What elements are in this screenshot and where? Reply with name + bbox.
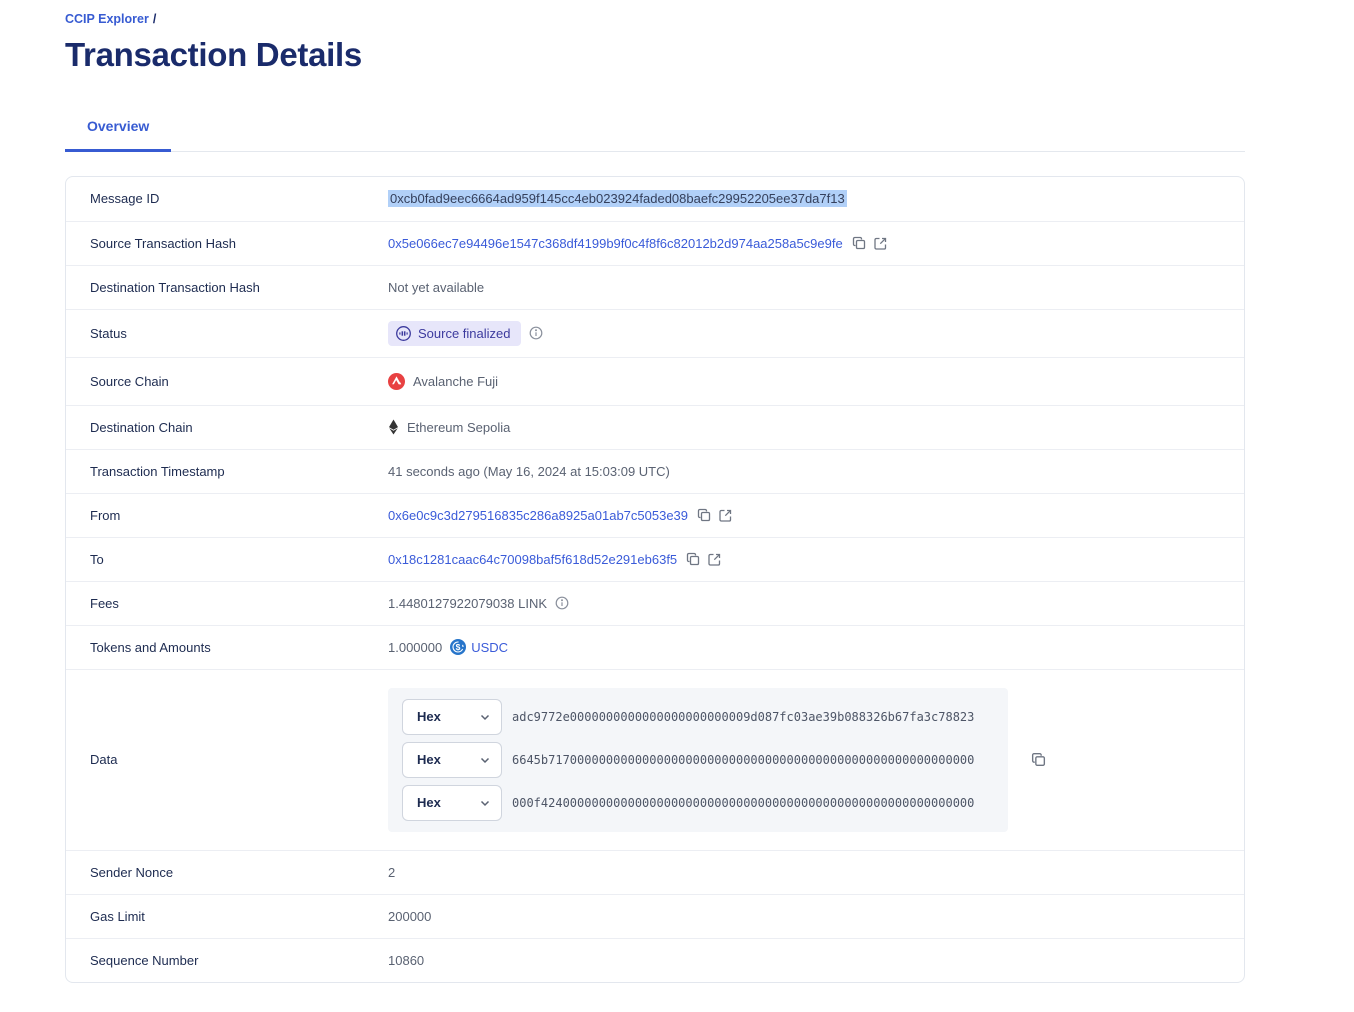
external-link-icon[interactable] xyxy=(873,236,888,251)
data-hex-line: Hex adc9772e0000000000000000000000009d08… xyxy=(402,698,994,735)
row-label: Sequence Number xyxy=(90,952,199,968)
external-link-icon[interactable] xyxy=(707,552,722,567)
table-row-source-chain: Source Chain Avalanche Fuji xyxy=(66,356,1244,405)
data-hex-value: adc9772e0000000000000000000000009d087fc0… xyxy=(512,709,975,724)
source-finalized-icon xyxy=(395,325,412,342)
hex-format-select[interactable]: Hex xyxy=(402,784,502,821)
info-icon[interactable] xyxy=(529,326,543,340)
tab-bar: Overview xyxy=(65,118,1245,152)
breadcrumb-separator: / xyxy=(152,12,157,26)
sender-nonce-value: 2 xyxy=(388,864,396,880)
data-panel: Hex adc9772e0000000000000000000000009d08… xyxy=(388,687,1008,832)
hex-format-value: Hex xyxy=(417,752,441,767)
token-symbol: USDC xyxy=(471,639,509,655)
avalanche-icon xyxy=(388,372,405,390)
row-label: Source Transaction Hash xyxy=(90,235,236,251)
sequence-number-value: 10860 xyxy=(388,952,425,968)
hex-format-value: Hex xyxy=(417,795,441,810)
hex-format-value: Hex xyxy=(417,709,441,724)
copy-icon[interactable] xyxy=(696,507,712,523)
copy-icon[interactable] xyxy=(851,235,867,251)
source-tx-hash-link[interactable]: 0x5e066ec7e94496e1547c368df4199b9f0c4f8f… xyxy=(388,235,843,251)
table-row-gas-limit: Gas Limit 200000 xyxy=(66,893,1244,938)
dest-chain-name: Ethereum Sepolia xyxy=(407,419,511,435)
hex-format-select[interactable]: Hex xyxy=(402,741,502,778)
data-hex-value: 6645b71700000000000000000000000000000000… xyxy=(512,752,975,767)
row-label: Transaction Timestamp xyxy=(90,463,225,479)
row-label: To xyxy=(90,551,104,567)
table-row-sender-nonce: Sender Nonce 2 xyxy=(66,849,1244,894)
svg-text:$: $ xyxy=(456,642,461,652)
row-label: From xyxy=(90,507,121,523)
table-row-timestamp: Transaction Timestamp 41 seconds ago (Ma… xyxy=(66,448,1244,493)
copy-icon[interactable] xyxy=(1030,751,1047,768)
hex-format-select[interactable]: Hex xyxy=(402,698,502,735)
tab-overview[interactable]: Overview xyxy=(65,118,172,152)
ethereum-icon xyxy=(388,419,399,435)
row-label: Data xyxy=(90,752,118,767)
row-label: Source Chain xyxy=(90,373,169,389)
copy-icon[interactable] xyxy=(685,551,701,567)
status-badge: Source finalized xyxy=(388,320,521,346)
chevron-down-icon xyxy=(479,797,491,809)
row-label: Tokens and Amounts xyxy=(90,639,211,655)
transaction-details-page: CCIP Explorer / Transaction Details Overv… xyxy=(65,13,1245,983)
usdc-icon: $ xyxy=(450,639,467,655)
status-badge-label: Source finalized xyxy=(418,325,511,341)
table-row-from: From 0x6e0c9c3d279516835c286a8925a01ab7c… xyxy=(66,492,1244,537)
info-icon[interactable] xyxy=(555,596,569,610)
dest-chain-value: Ethereum Sepolia xyxy=(388,419,510,435)
table-row-tokens: Tokens and Amounts 1.000000 $ USDC xyxy=(66,624,1244,669)
data-hex-line: Hex 6645b7170000000000000000000000000000… xyxy=(402,741,994,778)
timestamp-value: 41 seconds ago (May 16, 2024 at 15:03:09… xyxy=(388,463,670,479)
data-hex-line: Hex 000f42400000000000000000000000000000… xyxy=(402,784,994,821)
table-row-status: Status Source finalized xyxy=(66,308,1244,357)
page-title: Transaction Details xyxy=(65,35,362,73)
breadcrumb: CCIP Explorer / xyxy=(65,13,1245,26)
chevron-down-icon xyxy=(479,711,491,723)
fees-value: 1.4480127922079038 LINK xyxy=(388,595,548,611)
row-label: Destination Chain xyxy=(90,419,193,435)
data-hex-value: 000f424000000000000000000000000000000000… xyxy=(512,795,975,810)
transaction-details-table: Message ID 0xcb0fad9eec6664ad959f145cc4e… xyxy=(65,175,1245,983)
table-row-source-tx-hash: Source Transaction Hash 0x5e066ec7e94496… xyxy=(66,220,1244,265)
external-link-icon[interactable] xyxy=(718,508,733,523)
chevron-down-icon xyxy=(479,754,491,766)
row-label: Status xyxy=(90,325,127,341)
table-row-data: Data Hex adc9772e00000000000000000000000… xyxy=(66,668,1244,850)
table-row-dest-tx-hash: Destination Transaction Hash Not yet ava… xyxy=(66,264,1244,309)
row-label: Message ID xyxy=(90,191,160,206)
table-row-sequence-number: Sequence Number 10860 xyxy=(66,937,1244,982)
to-address-link[interactable]: 0x18c1281caac64c70098baf5f618d52e291eb63… xyxy=(388,551,678,567)
token-usdc-link[interactable]: $ USDC xyxy=(450,639,508,655)
token-amount: 1.000000 xyxy=(388,639,443,655)
table-row-fees: Fees 1.4480127922079038 LINK xyxy=(66,580,1244,625)
message-id-value: 0xcb0fad9eec6664ad959f145cc4eb023924fade… xyxy=(388,190,847,207)
source-chain-value: Avalanche Fuji xyxy=(388,372,499,390)
source-chain-name: Avalanche Fuji xyxy=(413,373,499,389)
breadcrumb-ccip-explorer-link[interactable]: CCIP Explorer xyxy=(65,12,149,26)
row-label: Destination Transaction Hash xyxy=(90,279,260,295)
table-row-dest-chain: Destination Chain Ethereum Sepolia xyxy=(66,404,1244,449)
dest-tx-hash-value: Not yet available xyxy=(388,279,485,295)
table-row-message-id: Message ID 0xcb0fad9eec6664ad959f145cc4e… xyxy=(66,177,1244,221)
gas-limit-value: 200000 xyxy=(388,908,432,924)
row-label: Gas Limit xyxy=(90,908,145,924)
from-address-link[interactable]: 0x6e0c9c3d279516835c286a8925a01ab7c5053e… xyxy=(388,507,689,523)
row-label: Sender Nonce xyxy=(90,864,174,880)
row-label: Fees xyxy=(90,595,119,611)
table-row-to: To 0x18c1281caac64c70098baf5f618d52e291e… xyxy=(66,536,1244,581)
